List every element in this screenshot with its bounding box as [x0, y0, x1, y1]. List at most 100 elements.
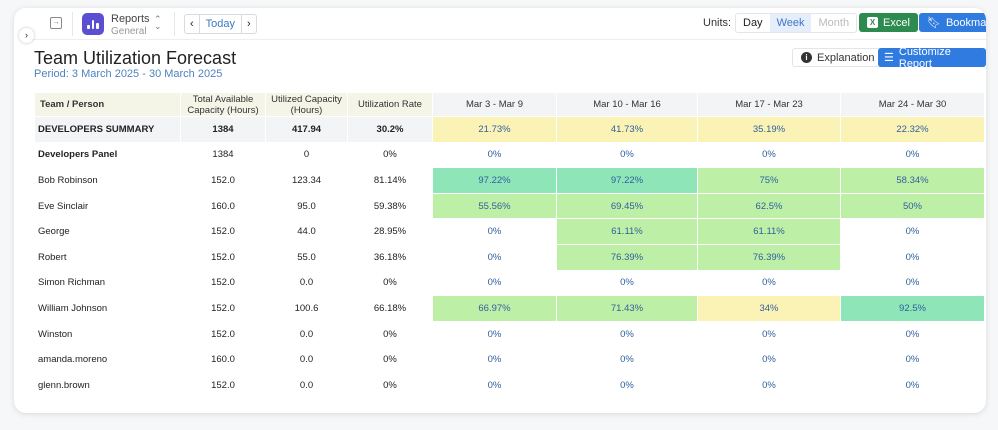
week-cell: 0% — [556, 320, 698, 348]
cell-total: 160.0 — [180, 346, 266, 373]
cell-total: 152.0 — [180, 218, 266, 245]
week-cell: 35.19% — [697, 116, 841, 143]
week-cell: 58.34% — [840, 167, 985, 194]
column-header: Mar 10 - Mar 16 — [556, 92, 698, 117]
cell-used: 0.0 — [265, 371, 348, 399]
cell-total: 152.0 — [180, 320, 266, 348]
bookmark-button[interactable]: 🔖︎ Bookmark — [919, 13, 986, 32]
cell-total: 152.0 — [180, 371, 266, 399]
report-card: → Reports General ⌃ ⌄ ‹ Today › Units: Day… — [14, 8, 986, 413]
cell-total: 1384 — [180, 141, 266, 169]
week-cell: 0% — [697, 269, 841, 297]
week-cell: 22.32% — [840, 116, 985, 143]
cell-used: 0.0 — [265, 269, 348, 297]
week-cell: 0% — [840, 218, 985, 245]
bookmark-icon: 🔖︎ — [927, 17, 941, 29]
week-cell: 61.11% — [556, 218, 698, 245]
unit-week[interactable]: Week — [769, 14, 812, 32]
cell-rate: 66.18% — [347, 295, 433, 322]
bookmark-label: Bookmark — [945, 16, 986, 29]
app-name: Reports — [111, 13, 150, 25]
today-button[interactable]: Today — [198, 15, 243, 33]
row-name: William Johnson — [34, 295, 181, 322]
customize-report-button[interactable]: ☰ Customize Report — [878, 45, 986, 70]
row-name: amanda.moreno — [34, 346, 181, 373]
column-header: Team / Person — [34, 92, 181, 117]
cell-rate: 28.95% — [347, 218, 433, 245]
reports-logo-icon — [82, 13, 104, 35]
customize-label: Customize Report — [898, 45, 951, 70]
chevron-updown-icon[interactable]: ⌃ ⌄ — [154, 14, 162, 31]
week-cell: 0% — [432, 218, 557, 245]
week-cell: 34% — [697, 295, 841, 322]
row-name: Developers Panel — [34, 141, 181, 169]
sidebar-toggle-icon[interactable]: → — [50, 17, 62, 29]
row-name: DEVELOPERS SUMMARY — [34, 116, 181, 143]
cell-used: 95.0 — [265, 192, 348, 220]
cell-total: 152.0 — [180, 167, 266, 194]
excel-button[interactable]: X Excel — [859, 13, 918, 32]
table-row: Robert 152.0 55.0 36.18% 0% 76.39% 76.39% 0% — [34, 243, 985, 271]
week-cell: 0% — [697, 141, 841, 169]
excel-label: Excel — [883, 16, 910, 29]
cell-used: 100.6 — [265, 295, 348, 322]
units-label: Units: — [703, 17, 732, 29]
table-row: Winston 152.0 0.0 0% 0% 0% 0% 0% — [34, 320, 985, 348]
app-sub: General — [111, 26, 147, 37]
excel-icon: X — [867, 17, 878, 28]
divider — [174, 12, 175, 36]
explanation-button[interactable]: i Explanation — [792, 48, 884, 67]
week-cell: 50% — [840, 192, 985, 220]
week-cell: 71.43% — [556, 295, 698, 322]
cell-rate: 0% — [347, 371, 433, 399]
cell-total: 1384 — [180, 116, 266, 143]
week-cell: 0% — [556, 346, 698, 373]
expand-sidebar-icon[interactable]: › — [19, 28, 34, 43]
date-nav: ‹ Today › — [184, 14, 257, 34]
cell-used: 44.0 — [265, 218, 348, 245]
cell-rate: 0% — [347, 141, 433, 169]
summary-row: DEVELOPERS SUMMARY 1384 417.94 30.2% 21.73% 4… — [34, 116, 985, 143]
table-row: Simon Richman 152.0 0.0 0% 0% 0% 0% 0% — [34, 269, 985, 297]
cell-used: 0.0 — [265, 320, 348, 348]
cell-rate: 81.14% — [347, 167, 433, 194]
column-header: Utilized Capacity (Hours) — [265, 92, 348, 117]
prev-button[interactable]: ‹ — [190, 18, 194, 30]
report-selector[interactable]: Reports General — [111, 13, 150, 37]
column-header: Mar 17 - Mar 23 — [697, 92, 841, 117]
explanation-label: Explanation — [817, 51, 875, 64]
week-cell: 21.73% — [432, 116, 557, 143]
cell-total: 152.0 — [180, 269, 266, 297]
week-cell: 0% — [432, 320, 557, 348]
cell-rate: 36.18% — [347, 243, 433, 271]
top-bar: → Reports General ⌃ ⌄ ‹ Today › Units: Day… — [26, 8, 986, 40]
page-title: Team Utilization Forecast — [34, 48, 237, 68]
unit-month[interactable]: Month — [818, 17, 850, 29]
next-button[interactable]: › — [247, 18, 251, 30]
week-cell: 0% — [432, 243, 557, 271]
cell-rate: 59.38% — [347, 192, 433, 220]
week-cell: 76.39% — [697, 243, 841, 271]
week-cell: 0% — [697, 346, 841, 373]
cell-used: 123.34 — [265, 167, 348, 194]
table-row: George 152.0 44.0 28.95% 0% 61.11% 61.11% 0% — [34, 218, 985, 245]
week-cell: 66.97% — [432, 295, 557, 322]
info-icon: i — [801, 52, 812, 63]
column-header: Mar 3 - Mar 9 — [432, 92, 557, 117]
table-row: Eve Sinclair 160.0 95.0 59.38% 55.56% 69.45% 6… — [34, 192, 985, 220]
table-row: amanda.moreno 160.0 0.0 0% 0% 0% 0% 0% — [34, 346, 985, 373]
row-name: Winston — [34, 320, 181, 348]
week-cell: 0% — [840, 320, 985, 348]
week-cell: 55.56% — [432, 192, 557, 220]
cell-used: 0.0 — [265, 346, 348, 373]
week-cell: 0% — [556, 269, 698, 297]
utilization-table: Team / Person Total Available Capacity (H… — [34, 92, 985, 399]
unit-day[interactable]: Day — [743, 17, 763, 29]
column-header: Utilization Rate — [347, 92, 433, 117]
week-cell: 69.45% — [556, 192, 698, 220]
row-name: glenn.brown — [34, 371, 181, 399]
row-name: George — [34, 218, 181, 245]
week-cell: 61.11% — [697, 218, 841, 245]
week-cell: 0% — [840, 269, 985, 297]
week-cell: 0% — [432, 371, 557, 399]
